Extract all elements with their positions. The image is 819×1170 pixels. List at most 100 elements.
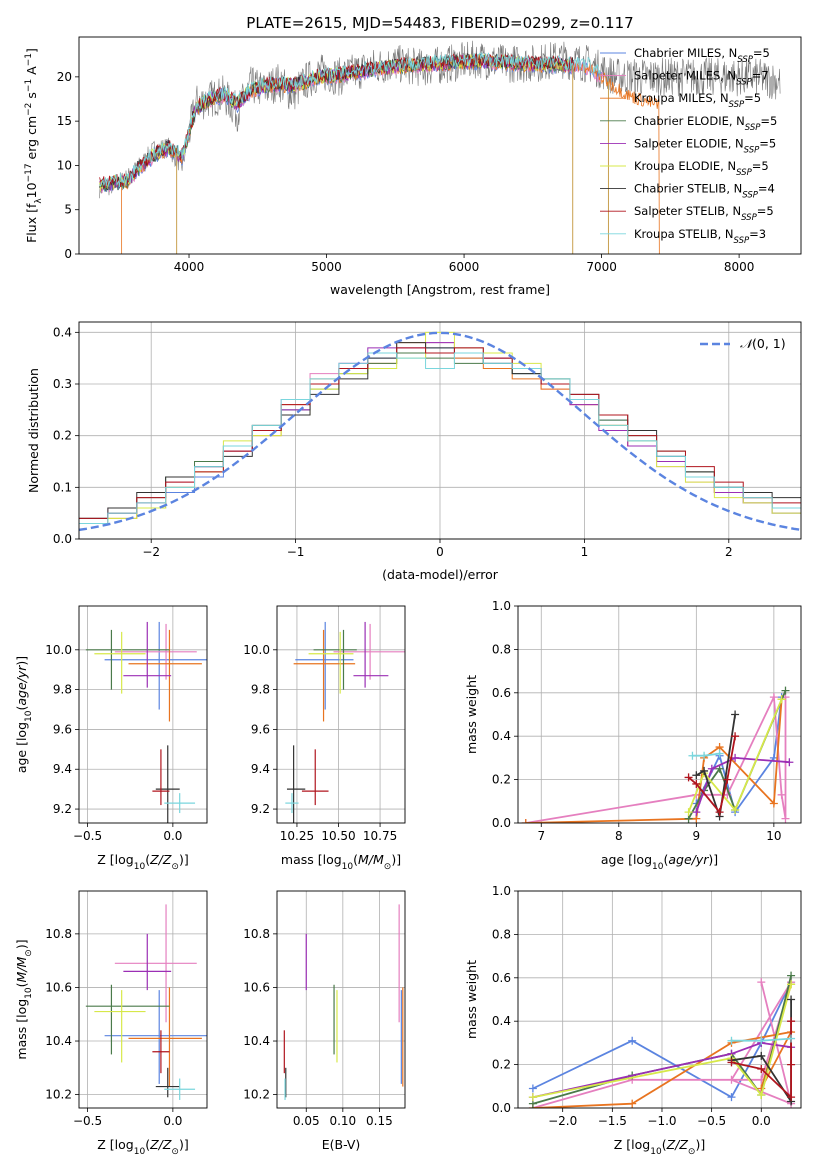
x-axis-label-part: Z [log [614,1137,650,1152]
x-axis-label-part: ( [145,1137,150,1152]
x-axis-label-part: ⊙ [171,1147,179,1157]
legend-subscript: SSP [734,236,750,246]
x-tick-label: −2 [142,545,160,559]
x-tick-label: 2 [725,545,733,559]
y-axis-label-part: −17 [24,163,34,182]
y-axis-label-part: age/yr [14,665,29,706]
y-tick-label: 9.8 [53,683,72,697]
weight-marker [528,1084,537,1093]
weight-marker [684,808,693,817]
observed-spectrum [99,40,781,199]
y-tick-label: 0.6 [492,686,511,700]
y-axis-label-part: Normed distribution [26,368,41,493]
y-tick-label: 9.8 [251,683,270,697]
weight-marker [692,779,701,788]
weight-marker [777,790,786,799]
weight-marker [787,1093,796,1102]
y-axis-label-part: ( [14,982,29,987]
y-tick-label: 10.6 [45,980,72,994]
grid [277,891,405,1108]
x-tick-label: 6000 [449,260,480,274]
legend-entry: Salpeter ELODIE, NSSP=5 [634,136,776,155]
legend-tail: =4 [758,182,775,196]
y-tick-label: 0.2 [53,429,72,443]
legend-tail: =5 [760,114,777,128]
x-tick-label: 8000 [724,260,755,274]
weight-marker [628,1099,637,1108]
weight-marker [769,799,778,808]
weight-marker [787,1034,796,1043]
weight-marker [787,980,796,989]
weight-marker [757,1064,766,1073]
y-tick-label: 9.2 [53,802,72,816]
weight-marker [757,978,766,987]
weight-marker [715,749,724,758]
axes-spine [517,890,802,1109]
y-tick-label: 15 [57,114,72,128]
x-axis-label-part: age [log [601,852,652,867]
weight-marker [781,814,790,823]
y-tick-label: 9.2 [251,802,270,816]
y-tick-label: 0.2 [492,1058,511,1072]
weight-marker [787,1017,796,1026]
weight-marker [692,808,701,817]
weight-marker [688,751,697,760]
axes-spine [276,605,406,824]
x-axis-label-part: M/M [358,852,384,867]
y-axis-label: Flux [fλ10−17 erg cm−2 s−1 A−1] [24,48,44,243]
plot-area [85,621,207,823]
x-tick-label: 0.0 [163,1114,182,1128]
weight-marker [692,771,701,780]
y-tick-label: 0.0 [53,532,72,546]
x-axis-label-part: ( [663,852,668,867]
y-axis-label: mass weight [464,960,479,1039]
y-tick-label: 10.6 [243,980,270,994]
y-axis-label-part: ] [24,48,39,53]
legend-subscript: SSP [742,191,758,201]
x-axis-label: age [log10(age/yr)] [601,852,718,872]
weight-marker [757,1051,766,1060]
weight-marker [684,773,693,782]
x-tick-label: 9 [693,829,701,843]
x-tick-label: 1 [581,545,589,559]
legend-entry: Kroupa MILES, NSSP=5 [634,91,761,110]
y-axis-label-part: Flux [f [24,203,39,243]
x-tick-label: 5000 [311,260,342,274]
y-tick-label: 0.4 [492,729,511,743]
x-tick-label: 10.50 [321,829,355,843]
axes-frame: 10.25 10.50 10.75 9.2 9.4 9.6 9.8 10.0 mass [log… [243,605,406,872]
weight-vs-metallicity-panel: −2.0 −1.5 −1.0 −0.5 0.0 0.0 0.2 0.4 0.6 0.8 1.0 Z [… [464,884,802,1157]
weight-marker [628,1036,637,1045]
y-tick-label: 10.2 [45,1088,72,1102]
legend-subscript: SSP [744,145,760,155]
plot-area [79,331,801,532]
x-axis-label: Z [log10(Z/Z⊙)] [97,1137,188,1157]
y-tick-label: 0.3 [53,377,72,391]
model-spectrum [99,52,602,188]
normal-curve [79,331,801,532]
x-tick-label: 4000 [174,260,205,274]
x-tick-label: −0.5 [73,829,102,843]
legend-subscript: SSP [736,168,752,178]
weight-marker [723,775,732,784]
y-axis-label-part: −1 [24,53,34,66]
axes-spine [78,36,802,255]
x-axis-label: Z [log10(Z/Z⊙)] [614,1137,705,1157]
legend-text: Salpeter ELODIE, N [634,136,744,150]
x-axis-label: wavelength [Angstrom, rest frame] [330,282,550,297]
x-tick-label: 10.75 [363,829,397,843]
axes-frame: −0.5 0.09.29.49.69.810.0Z [log10(Z/Z⊙)]ag… [14,605,208,872]
x-axis-label-part: (data-model)/error [382,567,499,582]
x-axis-label-part: Z/Z [666,1137,689,1152]
y-axis-label: Normed distribution [26,368,41,493]
y-tick-label: 0.6 [492,971,511,985]
y-axis-label-part: ( [14,706,29,711]
y-tick-label: 9.4 [53,762,72,776]
weight-marker [787,995,796,1004]
x-tick-label: 10 [766,829,781,843]
weight-line [687,698,783,813]
y-tick-label: 20 [57,70,72,84]
x-tick-label: 10.25 [280,829,314,843]
x-axis-label-part: 10 [650,1147,662,1157]
